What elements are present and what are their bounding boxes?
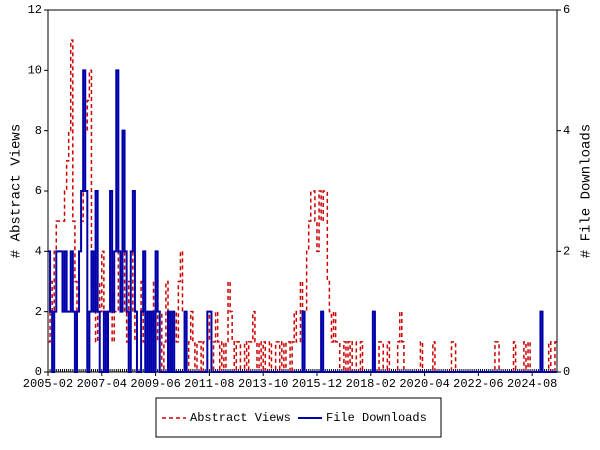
y-tick-label: 4 [35,245,42,259]
series-line [48,69,557,373]
y2-tick-label: 4 [563,124,570,138]
legend-label: File Downloads [326,411,427,425]
x-tick-label: 2009-06 [130,377,180,391]
x-tick-label: 2022-06 [453,377,503,391]
y2-tick-label: 0 [563,365,570,379]
x-tick-label: 2020-04 [399,377,449,391]
y-tick-label: 12 [28,3,42,17]
legend-box [155,397,442,438]
x-tick-label: 2013-10 [238,377,288,391]
x-tick-label: 2015-12 [292,377,342,391]
y2-tick-label: 6 [563,3,570,17]
y-tick-label: 8 [35,124,42,138]
x-tick-label: 2011-08 [184,377,234,391]
y-tick-label: 10 [28,64,42,78]
y-axis-label: # Abstract Views [9,124,25,258]
y-tick-label: 0 [35,365,42,379]
x-tick-label: 2018-02 [346,377,396,391]
y-tick-label: 6 [35,184,42,198]
y-tick-label: 2 [35,305,42,319]
x-tick-label: 2007-04 [77,377,127,391]
y2-tick-label: 2 [563,245,570,259]
legend-label: Abstract Views [190,411,291,425]
x-tick-label: 2005-02 [23,377,73,391]
x-tick-label: 2024-08 [507,377,557,391]
y2-axis-label: # File Downloads [579,124,595,258]
